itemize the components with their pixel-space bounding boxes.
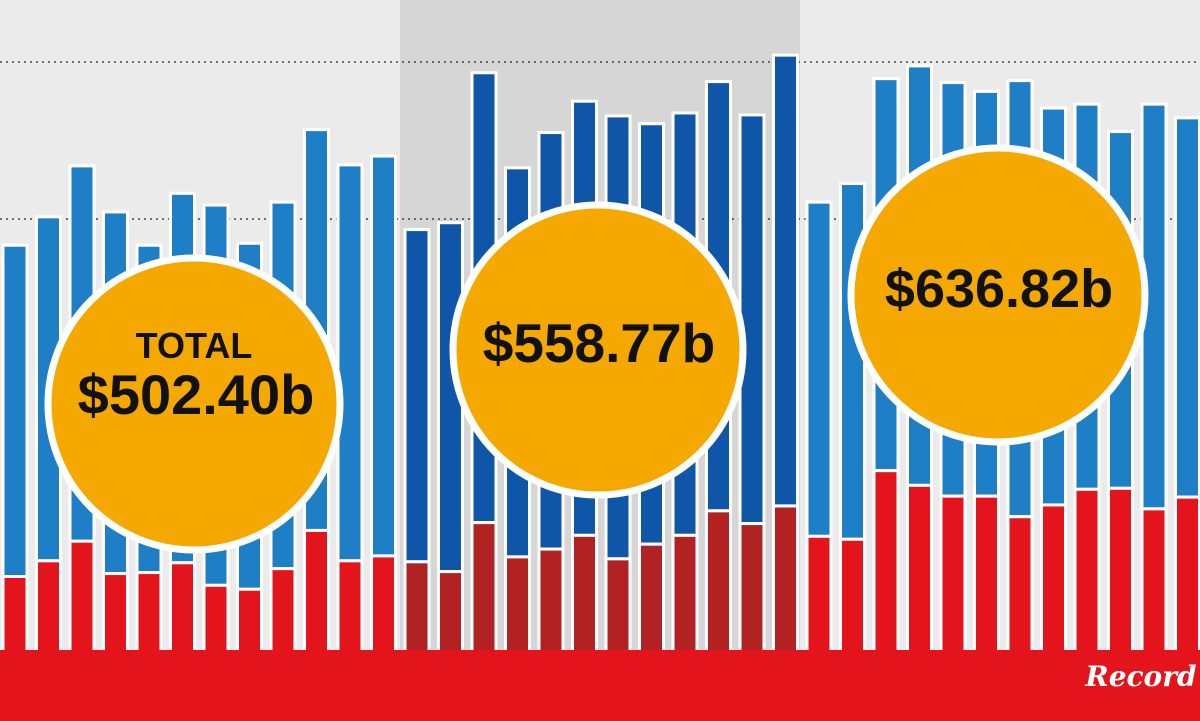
red-footer-band bbox=[0, 650, 1200, 721]
badge-2-total: $558.77b bbox=[483, 312, 715, 374]
badge-1-total: $502.40b bbox=[78, 363, 315, 426]
bar-blue-11 bbox=[336, 163, 364, 563]
bar-blue-25 bbox=[805, 200, 833, 538]
bar-blue-23 bbox=[738, 113, 766, 526]
badge-circle-3 bbox=[847, 144, 1149, 446]
badge-3-total: $636.82b bbox=[885, 259, 1113, 319]
badge-circle-1 bbox=[44, 254, 344, 554]
badge-circle-2 bbox=[449, 201, 747, 499]
bar-blue-36 bbox=[1174, 116, 1200, 499]
bar-blue-1 bbox=[1, 243, 29, 578]
bar-blue-12 bbox=[370, 154, 397, 558]
bar-blue-24 bbox=[772, 53, 799, 508]
badge-1-top-label: TOTAL bbox=[136, 325, 253, 366]
total-badge-2: $558.77b bbox=[449, 201, 747, 499]
brand-logo-text: Record bbox=[1084, 660, 1196, 693]
bar-blue-13 bbox=[403, 228, 431, 564]
total-badge-1: TOTAL $502.40b bbox=[44, 254, 344, 554]
total-badge-3: $636.82b bbox=[847, 144, 1149, 446]
brand-logo: Record bbox=[1084, 660, 1196, 693]
